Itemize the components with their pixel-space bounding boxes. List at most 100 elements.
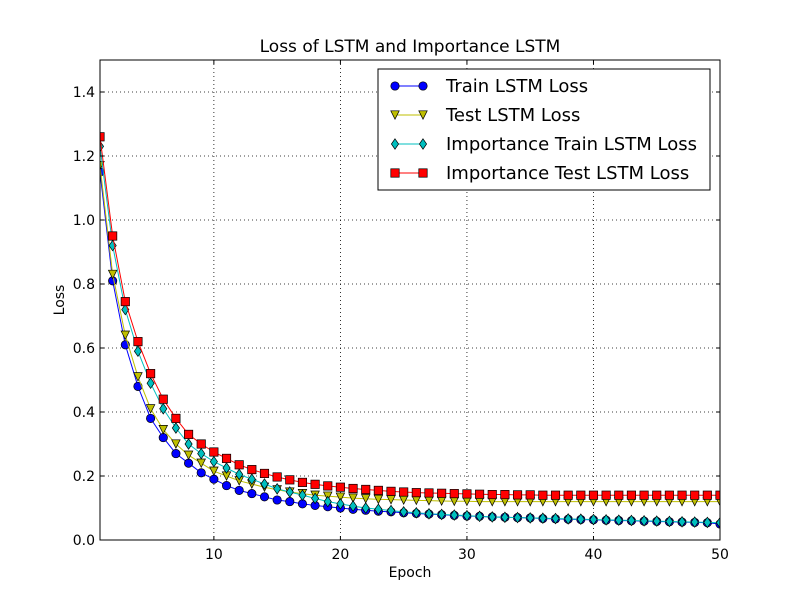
data-point (690, 490, 700, 500)
y-tick-label: 1.0 (73, 213, 95, 229)
data-point (285, 486, 294, 498)
legend-label: Test LSTM Loss (445, 105, 580, 126)
data-point (538, 490, 548, 500)
x-tick-label: 50 (711, 547, 729, 563)
y-tick-label: 1.4 (73, 85, 95, 101)
data-point (513, 490, 523, 500)
series-4 (100, 132, 720, 500)
legend-marker (418, 81, 428, 91)
data-point (209, 466, 219, 477)
data-point (715, 516, 720, 529)
data-point (159, 402, 168, 415)
data-point (335, 492, 346, 503)
data-point (614, 514, 623, 526)
data-point (678, 515, 687, 528)
series-group (100, 132, 720, 529)
data-point (133, 372, 143, 382)
data-point (146, 369, 156, 379)
data-point (221, 453, 232, 463)
data-point (171, 413, 181, 423)
data-point (487, 490, 497, 500)
data-point (576, 513, 585, 526)
data-point (348, 483, 358, 494)
data-point (260, 478, 269, 490)
data-point (576, 490, 586, 500)
data-point (336, 498, 345, 510)
legend-marker (390, 81, 400, 91)
plot-frame (99, 59, 721, 541)
data-point (234, 485, 244, 495)
data-point (272, 472, 282, 482)
data-point (564, 513, 573, 525)
data-point (488, 511, 497, 523)
data-point (259, 492, 270, 502)
data-point (550, 490, 561, 500)
legend-box (377, 68, 711, 191)
data-point (323, 481, 333, 491)
legend-marker (418, 168, 428, 178)
data-point (247, 465, 257, 475)
data-point (120, 297, 130, 307)
data-point (450, 509, 459, 521)
data-point (412, 506, 421, 519)
data-point (298, 489, 307, 502)
legend-item: Importance Train LSTM Loss (390, 134, 697, 155)
data-point (222, 462, 231, 474)
legend: Train LSTM Loss Test LSTM Loss Importance … (377, 68, 711, 191)
data-point (247, 489, 257, 499)
data-point (273, 482, 282, 495)
data-point (437, 508, 446, 521)
data-point (297, 477, 307, 487)
y-tick-label: 0.4 (73, 405, 95, 421)
x-tick-label: 10 (205, 547, 223, 563)
data-point (399, 487, 409, 497)
data-point (639, 490, 649, 500)
data-point (184, 429, 194, 439)
axis-ticks: 10 20 30 40 50 0.0 0.2 0.4 0.6 0.8 1.0 1.2 1.4 (73, 60, 729, 563)
data-point (133, 345, 142, 358)
data-point (626, 490, 636, 500)
data-point (145, 404, 156, 414)
data-point (146, 377, 155, 390)
data-point (462, 489, 472, 499)
data-point (133, 337, 143, 347)
data-point (272, 495, 282, 505)
data-point (196, 468, 206, 478)
data-point (411, 488, 421, 498)
legend-item: Test LSTM Loss (390, 105, 580, 126)
data-point (146, 413, 156, 423)
data-point (652, 490, 662, 500)
data-point (158, 394, 168, 404)
data-point (677, 490, 687, 500)
data-point (373, 485, 383, 495)
data-point (209, 447, 219, 457)
data-point (588, 490, 599, 500)
data-point (285, 497, 295, 507)
x-tick-label: 20 (331, 547, 349, 563)
data-point (475, 510, 484, 523)
data-point (614, 490, 624, 500)
data-point (221, 481, 232, 491)
data-point (601, 490, 611, 500)
data-point (386, 504, 396, 517)
data-point (158, 433, 168, 443)
legend-label: Importance Test LSTM Loss (446, 163, 689, 184)
data-point (386, 486, 396, 496)
data-point (665, 515, 674, 528)
data-point (247, 473, 256, 486)
data-point (235, 468, 244, 481)
y-tick-label: 1.2 (73, 149, 95, 165)
data-point (361, 502, 370, 514)
data-point (171, 439, 181, 449)
data-point (184, 438, 193, 450)
data-point (690, 516, 699, 528)
data-point (171, 422, 180, 434)
legend-marker (418, 138, 428, 150)
data-point (196, 439, 206, 449)
data-point (589, 513, 598, 526)
data-point (171, 449, 181, 459)
data-point (311, 492, 320, 505)
data-point (437, 488, 447, 498)
data-point (107, 269, 118, 280)
